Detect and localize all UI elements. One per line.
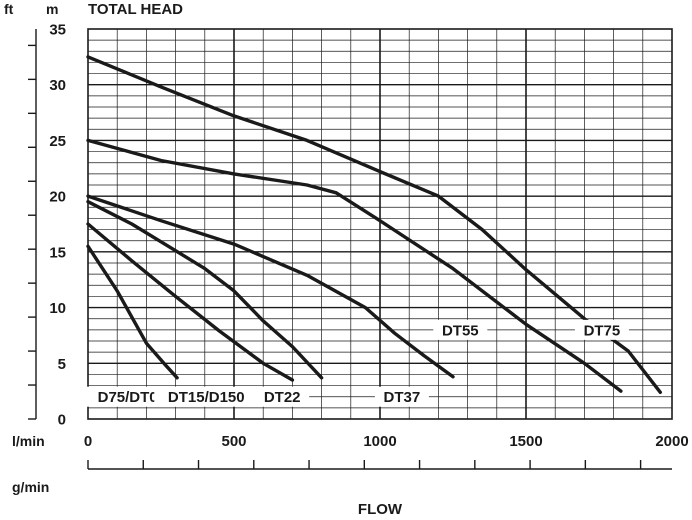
y-tick-label: 20 [49, 189, 66, 206]
curve-label-bg [374, 386, 429, 407]
curve-label: DT37 [384, 389, 421, 406]
gmin-axis-ticks [87, 460, 642, 469]
curve-label: DT55 [442, 322, 479, 339]
grid [88, 29, 672, 419]
y-tick-label: 5 [58, 356, 66, 373]
x-tick-labels: 0 500 1000 1500 2000 [84, 433, 689, 450]
curve-2 [86, 222, 295, 382]
y-tick-label: 15 [49, 244, 66, 261]
curve-4 [86, 194, 455, 379]
curve-label-bg [154, 386, 259, 407]
x-tick-label: 2000 [655, 433, 688, 450]
x-tick-label: 500 [221, 433, 246, 450]
ft-axis-ticks [28, 44, 36, 420]
y-tick-label: 10 [49, 300, 66, 317]
y-tick-label: 35 [49, 22, 66, 39]
y-unit-right: m [46, 1, 58, 17]
curve-label-bg [255, 386, 310, 407]
x-tick-label: 1500 [509, 433, 542, 450]
y-tick-labels: 0 5 10 15 20 25 30 35 [49, 22, 66, 429]
curve-labels: D75/DT08 DT15/D150 DT22 DT37 DT55 DT75 [84, 319, 629, 407]
curve-3 [86, 199, 324, 380]
y-tick-label: 30 [49, 77, 66, 94]
curve-label: D75/DT08 [98, 389, 166, 406]
x-axis-label: FLOW [358, 501, 403, 518]
curve-label: DT22 [264, 389, 301, 406]
x-tick-label: 0 [84, 433, 92, 450]
y-unit-left: ft [4, 1, 14, 17]
x-unit-primary: l/min [12, 433, 45, 449]
curve-label: DT15/D150 [168, 389, 245, 406]
curve-1 [86, 244, 179, 380]
curve-5 [86, 138, 623, 393]
curve-label-bg [433, 319, 488, 340]
x-tick-label: 1000 [363, 433, 396, 450]
y-tick-label: 0 [58, 412, 66, 429]
x-unit-secondary: g/min [12, 479, 49, 495]
curve-label: DT75 [584, 322, 621, 339]
chart-title: TOTAL HEAD [88, 1, 183, 18]
curve-label-bg [574, 319, 629, 340]
y-tick-label: 25 [49, 133, 66, 150]
